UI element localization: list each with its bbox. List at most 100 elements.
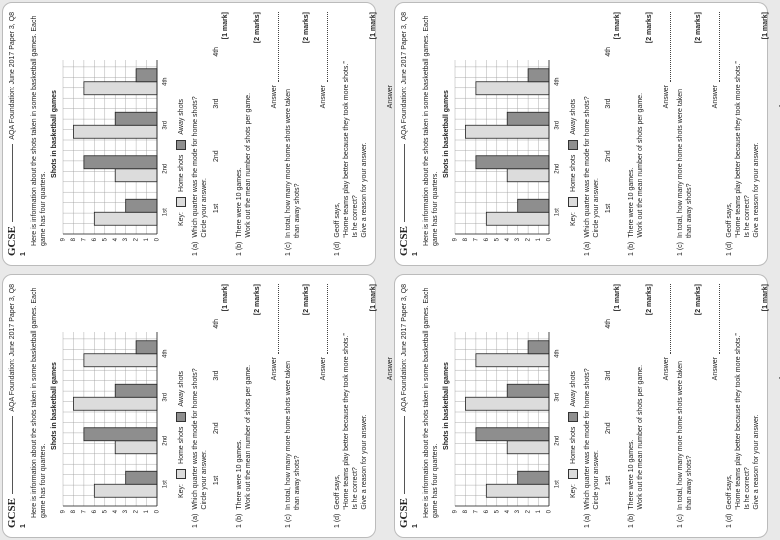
marks: [2 marks] (254, 284, 261, 316)
question-body: In total, how many more home shots were … (284, 89, 302, 238)
bar (475, 155, 550, 170)
answer-label: Answer (271, 357, 278, 381)
header: GCSE AQA Foundation: June 2017 Paper 3, Q… (398, 12, 410, 256)
y-tick-label: 7 (473, 237, 479, 241)
answer-label: Answer (663, 85, 670, 109)
question: 1 (a) Which quarter was the mode for home… (191, 12, 230, 256)
y-tick-label: 4 (113, 237, 119, 241)
question-body: In total, how many more home shots were … (676, 89, 694, 238)
question-line: Geoff says, (726, 474, 733, 510)
question-body: In total, how many more home shots were … (676, 361, 694, 510)
bar (125, 198, 158, 213)
question-body: Geoff says, “Home teams play better becau… (725, 333, 761, 509)
y-tick-label: 0 (155, 509, 161, 513)
answer-line (327, 284, 328, 354)
question-text: 1 (c) In total, how many more home shots … (676, 12, 694, 256)
y-tick-label: 9 (61, 509, 67, 513)
bar (517, 470, 550, 485)
question-body: Which quarter was the mode for home shot… (583, 96, 601, 237)
source: AQA Foundation: June 2017 Paper 3, Q8 (401, 12, 408, 140)
question-line: than away shots? (294, 455, 301, 510)
question-line: There were 10 games. (236, 439, 243, 510)
answer-row: Answer (270, 284, 279, 528)
question-line: Which quarter was the mode for home shot… (584, 368, 591, 510)
question: 1 (b) There were 10 games. Work out the me… (235, 12, 279, 256)
question-line: Geoff says, (334, 474, 341, 510)
options: 1st 2nd 3rd 4th (604, 298, 613, 506)
x-tick-label: 4th (555, 78, 561, 86)
y-tick-label: 8 (71, 237, 77, 241)
marks: [1 mark] (762, 284, 769, 312)
bar-chart: 0 12 34 56 789 1st 2nd 3rd 4th (61, 60, 169, 241)
answer-row: Answer (319, 284, 328, 528)
question-line: “Home teams play better because they too… (735, 61, 742, 238)
question-line: Give a reason for your answer. (753, 414, 760, 510)
question-text: 1 (a) Which quarter was the mode for home… (583, 12, 601, 256)
intro: Here is information about the shots take… (423, 287, 439, 518)
question-line: Give a reason for your answer. (361, 414, 368, 510)
marks: [2 marks] (303, 12, 310, 44)
bar (475, 353, 550, 368)
bar (527, 68, 550, 83)
question-label: 1 (d) (334, 241, 341, 256)
bar (135, 68, 158, 83)
legend: Key: Home shots Away shots (568, 284, 578, 498)
y-tick-label: 0 (547, 237, 553, 241)
option: 1st (605, 475, 612, 486)
x-tick-label: 1st (555, 480, 561, 488)
options: 1st 2nd 3rd 4th (212, 26, 221, 234)
question-line: than away shots? (686, 183, 693, 238)
bar (114, 383, 158, 398)
y-tick-label: 6 (484, 509, 490, 513)
question-body: Geoff says, “Home teams play better becau… (333, 61, 369, 237)
question-line: Work out the mean number of shots per ga… (637, 364, 644, 510)
answer-row: Answer (662, 284, 671, 528)
question: 1 (d) Geoff says, “Home teams play better … (725, 284, 780, 528)
question-line: Is he correct? (352, 467, 359, 510)
y-tick-label: 8 (463, 237, 469, 241)
x-tick-label: 4th (163, 350, 169, 358)
bar (527, 340, 550, 355)
question-line: “Home teams play better because they too… (343, 333, 350, 510)
legend-title: Key: (177, 211, 185, 226)
y-tick-label: 3 (515, 237, 521, 241)
question-label: 1 (d) (726, 241, 733, 256)
question: 1 (c) In total, how many more home shots … (676, 12, 720, 256)
question-line: Is he correct? (352, 195, 359, 238)
y-tick-label: 1 (144, 237, 150, 241)
option: 4th (213, 46, 220, 57)
x-tick-label: 1st (163, 480, 169, 488)
question-label: 1 (b) (628, 513, 635, 528)
option: 3rd (213, 370, 220, 381)
question-body: In total, how many more home shots were … (284, 361, 302, 510)
y-tick-label: 2 (526, 237, 532, 241)
legend-swatch (176, 411, 186, 422)
x-tick-label: 1st (555, 208, 561, 216)
intro: Here is information about the shots take… (31, 15, 47, 246)
legend-title: Key: (569, 483, 577, 498)
question-text: 1 (d) Geoff says, “Home teams play better … (725, 12, 761, 256)
option: 2nd (213, 150, 220, 163)
x-tick-label: 4th (163, 78, 169, 86)
question-label: 1 (a) (192, 513, 199, 528)
question-line: In total, how many more home shots were … (285, 360, 292, 510)
question: 1 (a) Which quarter was the mode for home… (583, 12, 622, 256)
x-tick-label: 2nd (555, 164, 561, 174)
question-label: 1 (a) (192, 241, 199, 256)
question-line: Work out the mean number of shots per ga… (245, 364, 252, 510)
legend-swatch (568, 411, 578, 422)
question-text: 1 (c) In total, how many more home shots … (284, 12, 302, 256)
rule (404, 415, 405, 495)
answer-line (670, 12, 671, 82)
question-label: 1 (b) (628, 241, 635, 256)
answer-line (719, 284, 720, 354)
question-number: 1 (412, 524, 419, 528)
question-line: Which quarter was the mode for home shot… (192, 96, 199, 238)
answer-line (719, 12, 720, 82)
question-line: Which quarter was the mode for home shot… (584, 96, 591, 238)
question-text: 1 (b) There were 10 games. Work out the me… (627, 284, 645, 528)
answer-row: Answer (711, 12, 720, 256)
bar (83, 353, 158, 368)
legend-title: Key: (569, 211, 577, 226)
question-body: There were 10 games. Work out the mean nu… (627, 365, 645, 510)
